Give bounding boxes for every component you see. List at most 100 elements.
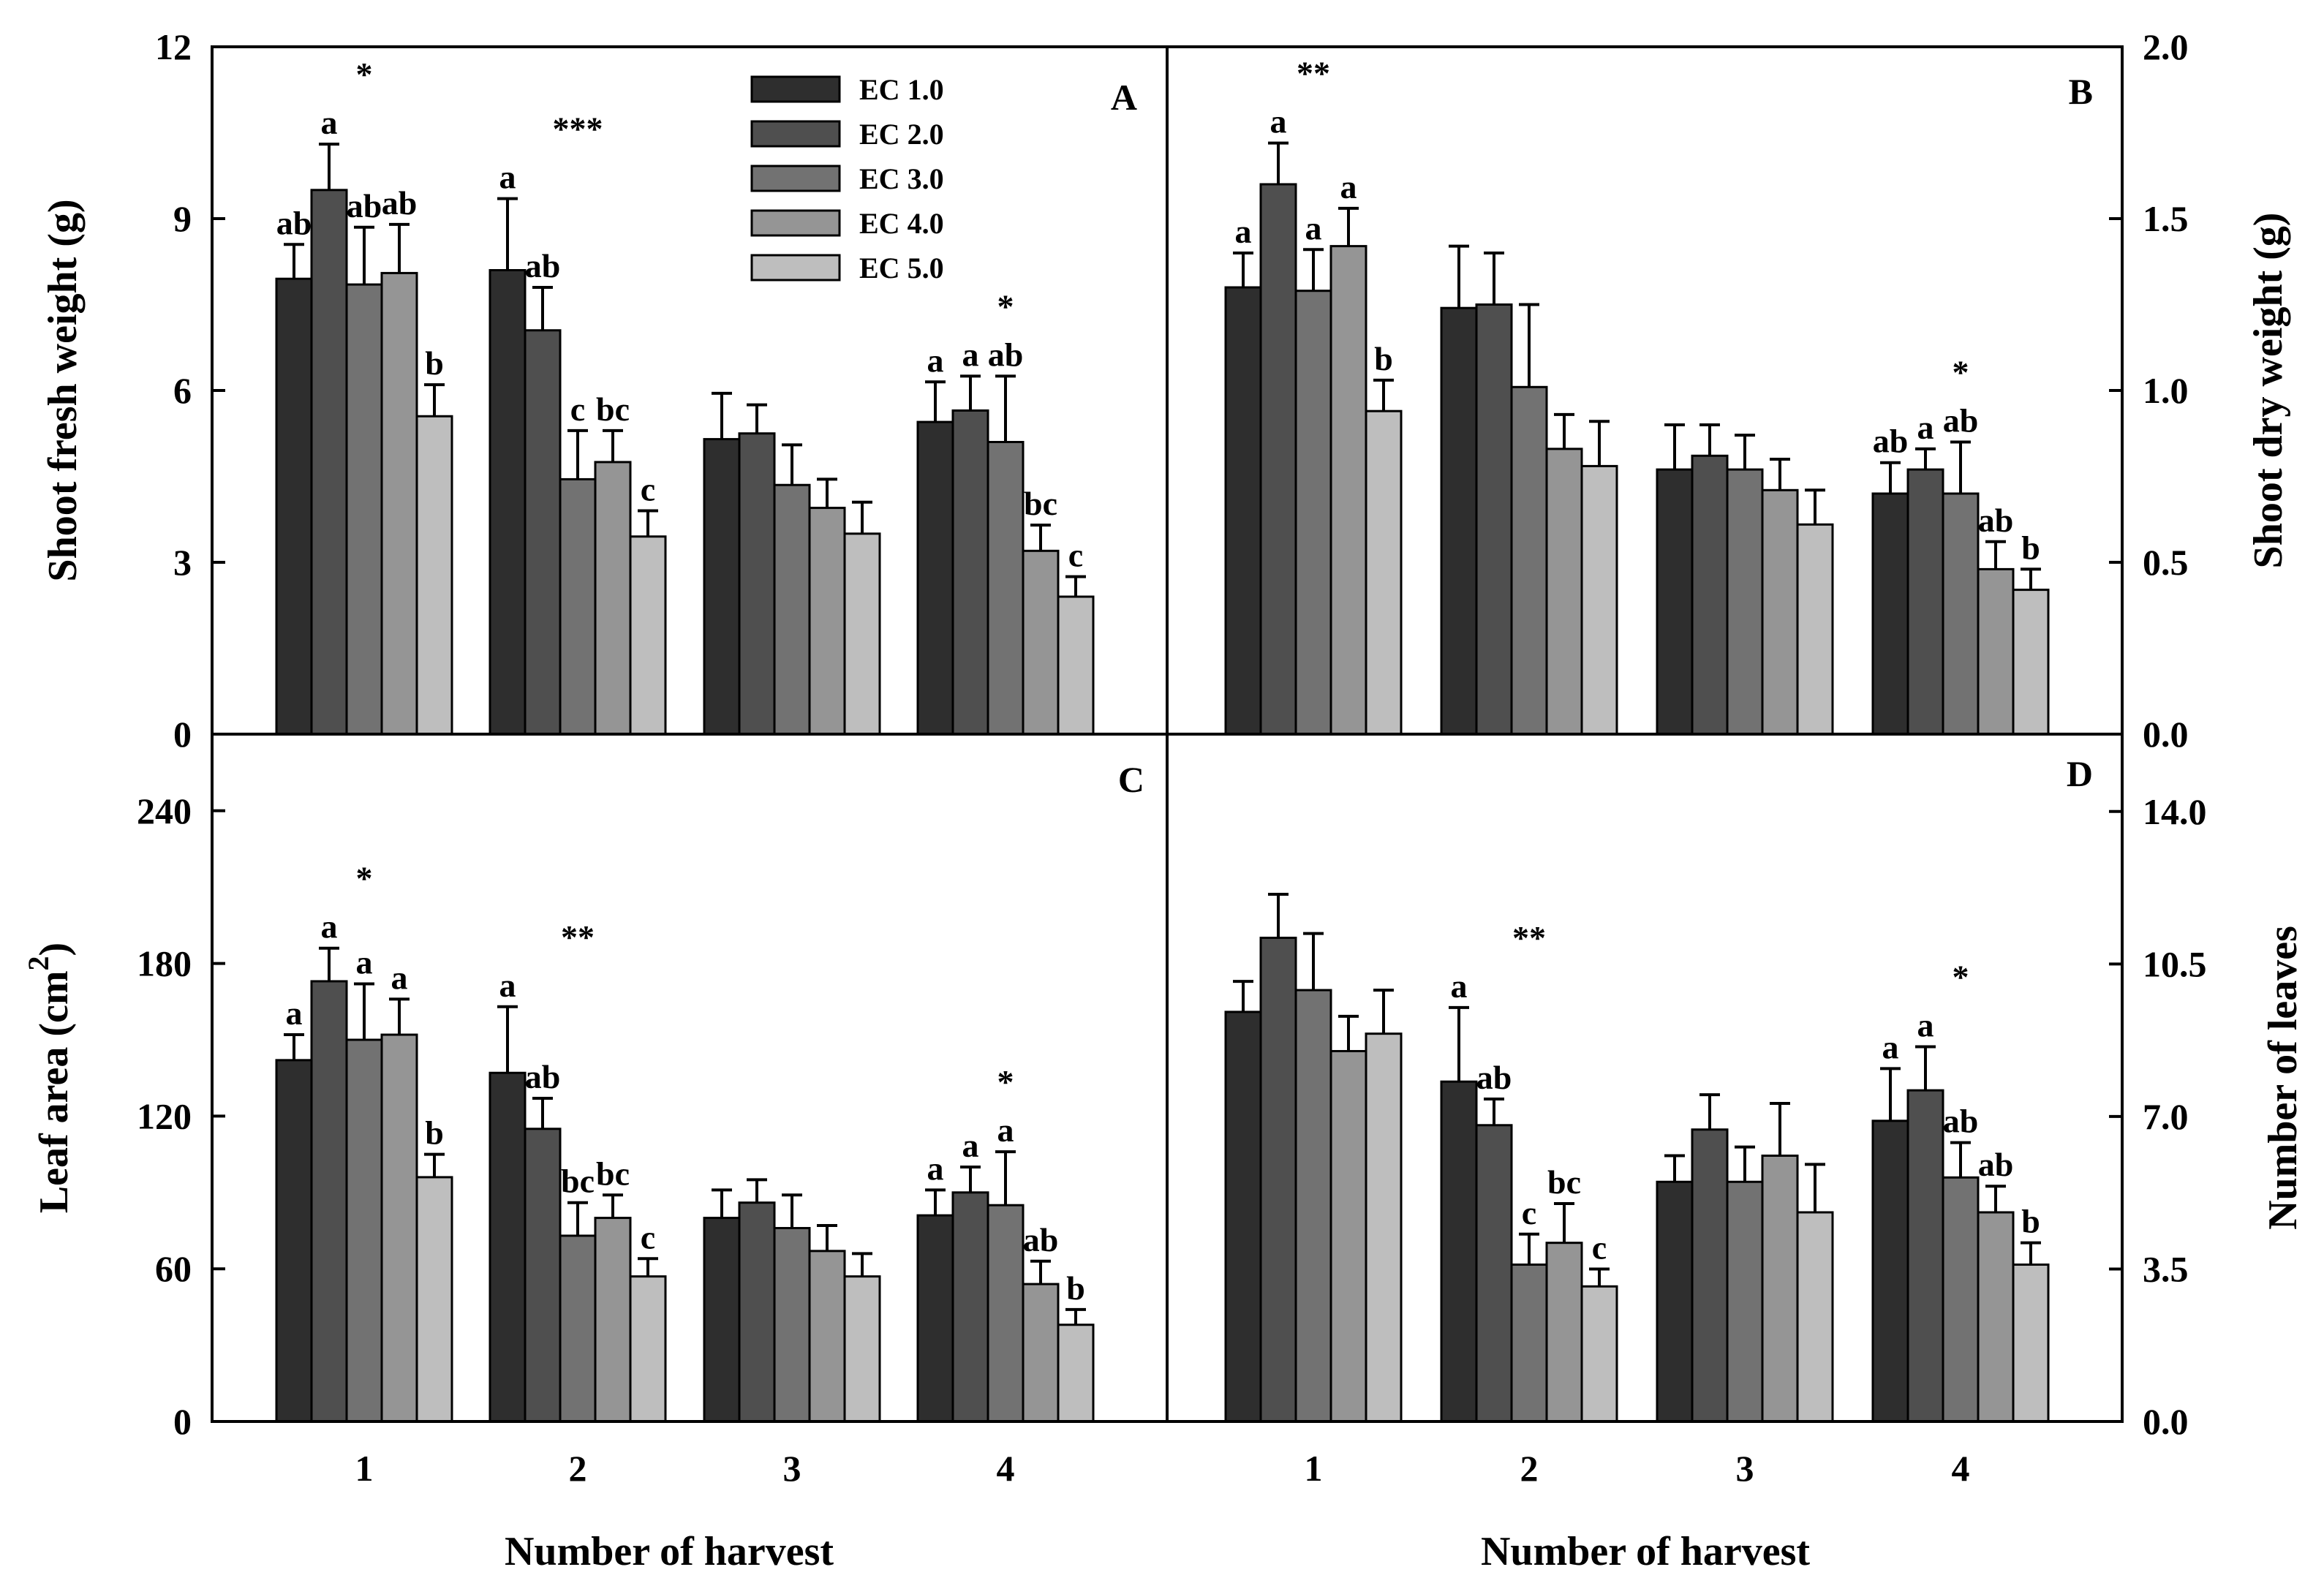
bar-b-h2-ec2 — [1475, 303, 1513, 736]
bar-a-h1-ec5 — [415, 415, 453, 736]
legend-label-ec2: EC 2.0 — [859, 118, 944, 151]
bar-c-h2-ec2 — [524, 1128, 562, 1423]
sig-letter-a-h1-ec1: ab — [276, 204, 312, 241]
bar-b-h3-ec5 — [1796, 523, 1834, 736]
bar-b-h1-ec1 — [1224, 286, 1262, 736]
sig-star-d-h2: ** — [1512, 919, 1546, 956]
bar-d-h2-ec1 — [1440, 1080, 1478, 1423]
ytick-label-a-1: 3 — [173, 542, 192, 583]
sig-letter-d-h4-ec4: ab — [1978, 1146, 2014, 1183]
sig-letter-a-h2-ec4: bc — [596, 390, 630, 428]
sig-letter-a-h1-ec2: a — [321, 104, 338, 141]
bar-b-h4-ec3 — [1942, 492, 1980, 736]
bar-a-h3-ec4 — [808, 507, 846, 736]
sig-letter-c-h2-ec1: a — [499, 967, 516, 1004]
bar-a-h4-ec4 — [1022, 549, 1060, 736]
sig-star-c-h2: ** — [561, 918, 595, 956]
ytick-label-b-2: 1.0 — [2143, 370, 2189, 411]
sig-letter-b-h4-ec1: ab — [1873, 423, 1909, 460]
ytick-label-a-2: 6 — [173, 370, 192, 411]
bar-b-h4-ec4 — [1977, 567, 2015, 736]
sig-letter-c-h4-ec5: b — [1066, 1269, 1085, 1307]
legend-swatch-ec3 — [750, 165, 841, 192]
bar-b-h1-ec4 — [1329, 245, 1367, 736]
bar-a-h2-ec2 — [524, 329, 562, 736]
bar-b-h2-ec4 — [1545, 448, 1583, 736]
legend-label-ec3: EC 3.0 — [859, 162, 944, 195]
bar-d-h4-ec4 — [1977, 1211, 2015, 1423]
xtick-label-d-4: 4 — [1952, 1448, 1970, 1489]
bar-a-h1-ec3 — [345, 283, 383, 736]
bar-c-h3-ec3 — [773, 1227, 811, 1423]
bar-a-h3-ec3 — [773, 483, 811, 736]
y-axis-label-d: Number of leaves — [2260, 926, 2306, 1230]
bar-c-h2-ec4 — [594, 1217, 632, 1423]
bar-d-h4-ec1 — [1871, 1119, 1909, 1423]
sig-letter-c-h1-ec2: a — [321, 908, 338, 945]
bar-d-h3-ec3 — [1726, 1180, 1764, 1423]
bar-a-h4-ec2 — [951, 409, 989, 736]
bar-c-h2-ec1 — [488, 1071, 527, 1423]
sig-star-a-h2: *** — [553, 110, 603, 148]
legend: EC 1.0 EC 2.0 EC 3.0 EC 4.0 EC 5.0 — [750, 73, 944, 284]
ytick-label-c-4: 240 — [137, 790, 192, 831]
bar-d-h4-ec3 — [1942, 1176, 1980, 1423]
sig-letter-a-h2-ec1: a — [499, 159, 516, 196]
panel-label-c: C — [1118, 759, 1144, 800]
sig-letter-a-h2-ec2: ab — [525, 247, 561, 284]
xtick-label-d-1: 1 — [1305, 1448, 1323, 1489]
bar-d-h2-ec5 — [1580, 1285, 1618, 1423]
y-axis-label-c: Leaf area (cm2) — [22, 943, 77, 1213]
panel-label-a: A — [1111, 77, 1137, 118]
bar-b-h3-ec1 — [1656, 468, 1694, 736]
xtick-label-c-4: 4 — [997, 1448, 1015, 1489]
ytick-label-c-0: 0 — [173, 1401, 192, 1442]
bar-d-h3-ec1 — [1656, 1180, 1694, 1423]
bar-d-h2-ec3 — [1510, 1263, 1548, 1423]
legend-swatch-ec5 — [750, 254, 841, 282]
sig-letter-d-h2-ec3: c — [1522, 1194, 1536, 1231]
bar-b-h4-ec5 — [2012, 589, 2050, 736]
bar-c-h2-ec3 — [559, 1234, 597, 1423]
ytick-label-d-1: 3.5 — [2143, 1248, 2189, 1289]
sig-letter-b-h4-ec2: a — [1917, 409, 1934, 446]
bar-a-h3-ec2 — [738, 432, 776, 736]
ytick-label-d-0: 0.0 — [2143, 1401, 2189, 1442]
sig-star-c-h1: * — [356, 860, 373, 897]
y-axis-label-b: Shoot dry weight (g) — [2246, 213, 2291, 569]
sig-letter-a-h1-ec5: b — [425, 344, 444, 382]
sig-star-b-h1: ** — [1297, 55, 1330, 92]
sig-letter-c-h4-ec3: a — [997, 1111, 1014, 1149]
sig-letter-c-h4-ec4: ab — [1023, 1221, 1059, 1258]
ytick-label-a-0: 0 — [173, 714, 192, 755]
bar-d-h2-ec2 — [1475, 1124, 1513, 1423]
sig-letter-c-h1-ec4: a — [391, 959, 408, 996]
legend-label-ec5: EC 5.0 — [859, 252, 944, 284]
bar-c-h1-ec4 — [380, 1033, 418, 1423]
sig-letter-b-h1-ec4: a — [1340, 168, 1357, 205]
bar-c-h4-ec2 — [951, 1191, 989, 1423]
sig-letter-b-h1-ec2: a — [1270, 103, 1287, 140]
legend-label-ec4: EC 4.0 — [859, 207, 944, 240]
bar-a-h2-ec1 — [488, 269, 527, 736]
legend-swatch-ec4 — [750, 209, 841, 237]
legend-swatch-ec1 — [750, 75, 841, 103]
bar-b-h3-ec2 — [1691, 454, 1729, 736]
sig-letter-b-h1-ec1: a — [1235, 213, 1252, 250]
bar-a-h3-ec1 — [703, 438, 741, 736]
bar-c-h3-ec2 — [738, 1201, 776, 1423]
x-axis-label-left: Number of harvest — [505, 1529, 834, 1574]
sig-letter-a-h4-ec2: a — [962, 336, 979, 373]
bar-b-h2-ec3 — [1510, 385, 1548, 736]
sig-letter-d-h2-ec4: bc — [1547, 1163, 1581, 1201]
y-axis-label-a: Shoot fresh weight (g) — [40, 199, 86, 581]
sig-letter-d-h4-ec3: ab — [1943, 1103, 1979, 1140]
bar-a-h2-ec3 — [559, 477, 597, 736]
sig-letter-c-h1-ec5: b — [425, 1114, 444, 1152]
bar-d-h2-ec4 — [1545, 1242, 1583, 1423]
bar-c-h1-ec1 — [275, 1059, 313, 1423]
bar-c-h4-ec3 — [986, 1204, 1025, 1423]
bar-d-h1-ec1 — [1224, 1011, 1262, 1423]
bar-c-h4-ec4 — [1022, 1283, 1060, 1423]
